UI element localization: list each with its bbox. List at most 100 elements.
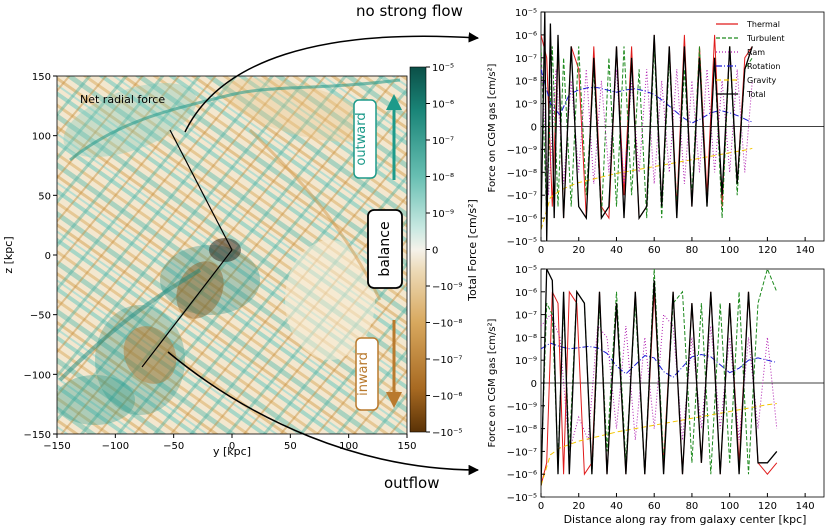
map-ytick-label: 150 xyxy=(32,72,51,83)
ytick-label: 10⁻⁹ xyxy=(515,356,537,367)
map-ytick-label: 0 xyxy=(45,251,51,262)
legend-label-total: Total xyxy=(746,90,766,99)
xtick-label: 20 xyxy=(572,501,585,512)
legend-label-gravity: Gravity xyxy=(747,76,776,85)
map-x-axis: −150 −100 −50 0 50 100 150 xyxy=(43,434,417,452)
series-gravity-line xyxy=(541,403,777,486)
series-total-line xyxy=(541,12,753,241)
map-ytick-label: 100 xyxy=(32,132,51,143)
bottom-ylabel: Force on CGM gas [cm/s²] xyxy=(487,318,498,447)
xtick-label: 0 xyxy=(538,501,544,512)
ytick-label: 10⁻⁶ xyxy=(515,288,537,299)
map-ylabel: z [kpc] xyxy=(2,236,15,273)
force-map: Net radial force −150 −100 −50 0 50 100 150 15… xyxy=(2,72,417,458)
map-xtick-label: 100 xyxy=(339,441,358,452)
colorbar-tick-label: 0 xyxy=(432,246,438,257)
xtick-label: 0 xyxy=(538,245,544,256)
top-force-panel: 10⁻⁵ 10⁻⁶ 10⁻⁷ 10⁻⁸ 10⁻⁹ 0 −10⁻⁹ −10⁻⁸ −10⁻⁷ −10⁻… xyxy=(487,8,825,256)
balance-label: balance xyxy=(377,221,393,276)
xtick-label: 80 xyxy=(686,501,699,512)
series-rotation-line xyxy=(541,342,777,378)
xtick-label: 100 xyxy=(720,501,739,512)
series-turbulent-line xyxy=(541,46,753,219)
xtick-label: 20 xyxy=(572,245,585,256)
series-rotation-line xyxy=(541,69,753,124)
bottom-xlabel: Distance along ray from galaxy center [k… xyxy=(564,513,807,526)
top-legend: Thermal Turbulent Ram Rotation Gravity Total xyxy=(716,20,785,99)
colorbar-tick-label: −10⁻⁵ xyxy=(432,428,462,439)
colorbar-tick-label: 10⁻⁵ xyxy=(432,63,454,74)
colorbar-tick-label: −10⁻⁶ xyxy=(432,392,462,403)
bottom-force-panel: 10⁻⁵ 10⁻⁶ 10⁻⁷ 10⁻⁸ 10⁻⁹ 0 −10⁻⁹ −10⁻⁸ −10⁻⁷ −10⁻… xyxy=(487,265,825,526)
colorbar-tick-label: 10⁻⁷ xyxy=(432,136,454,147)
colorbar-label: Total Force [cm/s²] xyxy=(466,199,479,302)
map-title: Net radial force xyxy=(80,93,165,106)
colorbar-ticks: 10⁻⁵ 10⁻⁶ 10⁻⁷ 10⁻⁸ 10⁻⁹ 0 −10⁻⁹ −10⁻⁸ −10⁻⁷ −10⁻… xyxy=(426,63,462,439)
map-ytick-label: −150 xyxy=(24,430,51,441)
ytick-label: 10⁻⁸ xyxy=(515,77,537,88)
force-map-features xyxy=(57,76,407,434)
xtick-label: 80 xyxy=(686,245,699,256)
colorbar-tick-label: 10⁻⁸ xyxy=(432,173,454,184)
xtick-label: 100 xyxy=(720,245,739,256)
outflow-label: outflow xyxy=(384,474,439,492)
legend-label-ram: Ram xyxy=(747,48,765,57)
ytick-label: −10⁻⁶ xyxy=(507,470,537,481)
colorbar-tick-label: −10⁻⁷ xyxy=(432,355,462,366)
ytick-label: −10⁻⁶ xyxy=(507,214,537,225)
outward-label: outward xyxy=(354,112,369,165)
xtick-label: 140 xyxy=(796,501,815,512)
map-xtick-label: 0 xyxy=(229,441,235,452)
xtick-label: 120 xyxy=(758,245,777,256)
inward-arrow-head xyxy=(386,392,402,408)
series-ram-line xyxy=(541,313,778,452)
ytick-label: 10⁻⁹ xyxy=(515,100,537,111)
outflow-callout-arrow xyxy=(167,351,480,476)
ytick-label: −10⁻⁵ xyxy=(507,237,537,248)
map-xtick-label: 50 xyxy=(284,441,297,452)
ytick-label: 0 xyxy=(531,379,537,390)
no-flow-label: no strong flow xyxy=(356,2,463,20)
map-xlabel: y [kpc] xyxy=(213,445,251,458)
ray-lower xyxy=(141,249,233,368)
map-xtick-label: −50 xyxy=(163,441,184,452)
ytick-label: 10⁻⁷ xyxy=(515,311,537,322)
colorbar-tick-label: −10⁻⁸ xyxy=(432,319,462,330)
outward-arrow-head xyxy=(386,94,402,110)
colorbar-tick-label: −10⁻⁹ xyxy=(432,282,462,293)
balance-box xyxy=(367,209,403,289)
map-xtick-label: −150 xyxy=(43,441,70,452)
ytick-label: −10⁻⁵ xyxy=(507,493,537,504)
no-flow-callout-arrow xyxy=(184,32,480,133)
series-total-line xyxy=(541,269,778,486)
ray-upper xyxy=(169,129,233,251)
outward-box xyxy=(353,99,377,179)
ytick-label: −10⁻⁸ xyxy=(507,168,537,179)
ytick-label: 0 xyxy=(531,123,537,134)
xtick-label: 60 xyxy=(648,245,661,256)
colorbar-gradient xyxy=(409,66,427,433)
xtick-label: 40 xyxy=(610,245,623,256)
xtick-label: 60 xyxy=(648,501,661,512)
colorbar-tick-label: 10⁻⁹ xyxy=(432,209,454,220)
ytick-label: −10⁻⁹ xyxy=(507,402,537,413)
inward-label: inward xyxy=(356,352,371,396)
ytick-label: −10⁻⁹ xyxy=(507,145,537,156)
direction-annotations: outward balance inward xyxy=(353,94,403,411)
map-ytick-label: −50 xyxy=(30,311,51,322)
ytick-label: −10⁻⁷ xyxy=(507,447,537,458)
ytick-label: 10⁻⁵ xyxy=(515,8,537,19)
ytick-label: 10⁻⁸ xyxy=(515,333,537,344)
inward-box xyxy=(355,337,379,411)
legend-label-turbulent: Turbulent xyxy=(746,34,785,43)
map-xtick-label: −100 xyxy=(102,441,129,452)
map-xtick-label: 150 xyxy=(397,441,416,452)
colorbar-tick-label: 10⁻⁶ xyxy=(432,100,454,111)
legend-label-rotation: Rotation xyxy=(747,62,780,71)
map-y-axis: 150 100 50 0 −50 −100 −150 xyxy=(24,72,57,441)
legend-label-thermal: Thermal xyxy=(746,20,780,29)
xtick-label: 120 xyxy=(758,501,777,512)
ytick-label: −10⁻⁸ xyxy=(507,425,537,436)
xtick-label: 40 xyxy=(610,501,623,512)
